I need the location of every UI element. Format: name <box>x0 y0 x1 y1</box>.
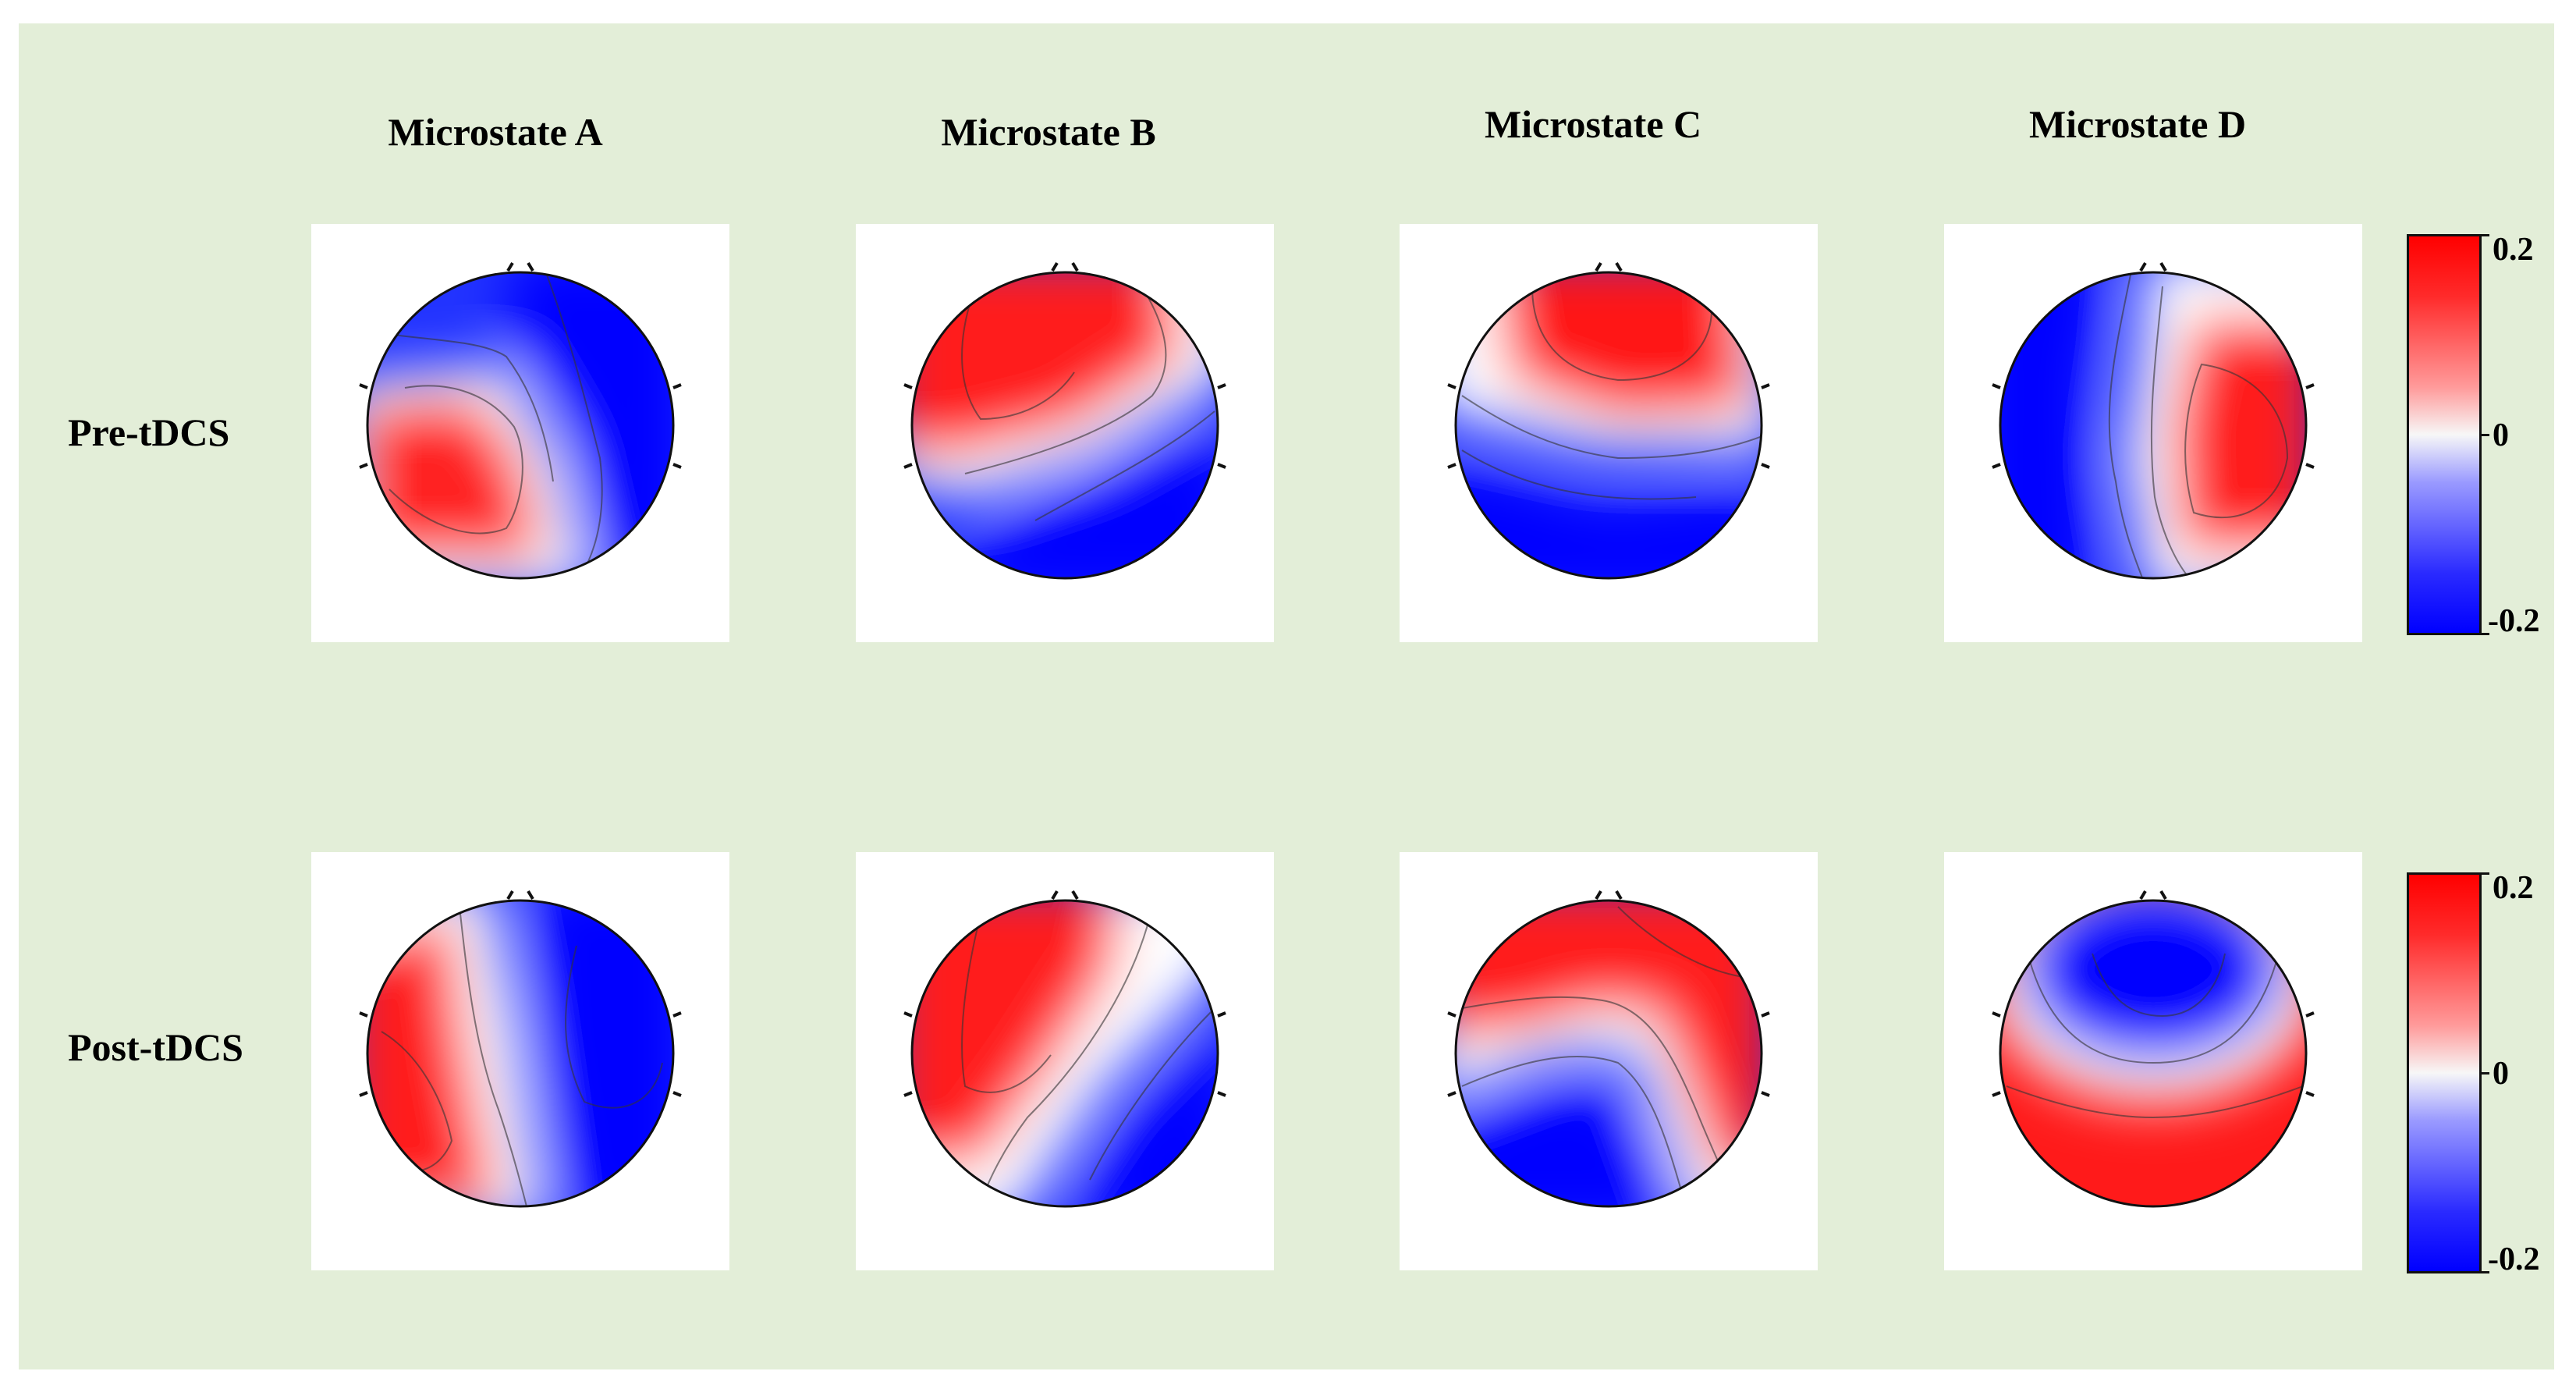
row-label-post: Post-tDCS <box>68 1025 243 1069</box>
colorbar-mid-label: 0 <box>2493 417 2509 453</box>
topomap-post-d <box>1944 852 2362 1270</box>
topomap-pre-a <box>311 224 729 642</box>
column-title-b: Microstate B <box>941 110 1156 154</box>
colorbar-tick <box>2482 1271 2489 1273</box>
topomap-post-a <box>311 852 729 1270</box>
colorbar-tick <box>2482 234 2489 236</box>
colorbar-tick <box>2482 434 2489 436</box>
column-title-c: Microstate C <box>1484 102 1702 146</box>
colorbar-max-label: 0.2 <box>2493 870 2534 906</box>
colorbar-gradient <box>2407 872 2482 1273</box>
topomap-pre-b <box>856 224 1274 642</box>
colorbar-tick <box>2482 633 2489 635</box>
colorbar-max-label: 0.2 <box>2493 232 2534 268</box>
colorbar-gradient <box>2407 234 2482 635</box>
colorbar-tick <box>2482 872 2489 875</box>
colorbar-min-label: -0.2 <box>2488 1241 2540 1277</box>
colorbar-mid-label: 0 <box>2493 1056 2509 1092</box>
colorbar-tick <box>2482 1072 2489 1075</box>
colorbar-min-label: -0.2 <box>2488 603 2540 639</box>
colorbar-post: 0.2 0 -0.2 <box>2407 870 2540 1277</box>
row-label-pre: Pre-tDCS <box>68 410 230 454</box>
column-title-d: Microstate D <box>2028 102 2247 146</box>
topomap-pre-d <box>1944 224 2362 642</box>
topomap-post-c <box>1400 852 1818 1270</box>
colorbar-pre: 0.2 0 -0.2 <box>2407 232 2540 639</box>
topomap-post-b <box>856 852 1274 1270</box>
column-title-a: Microstate A <box>388 110 603 154</box>
topomap-pre-c <box>1400 224 1818 642</box>
